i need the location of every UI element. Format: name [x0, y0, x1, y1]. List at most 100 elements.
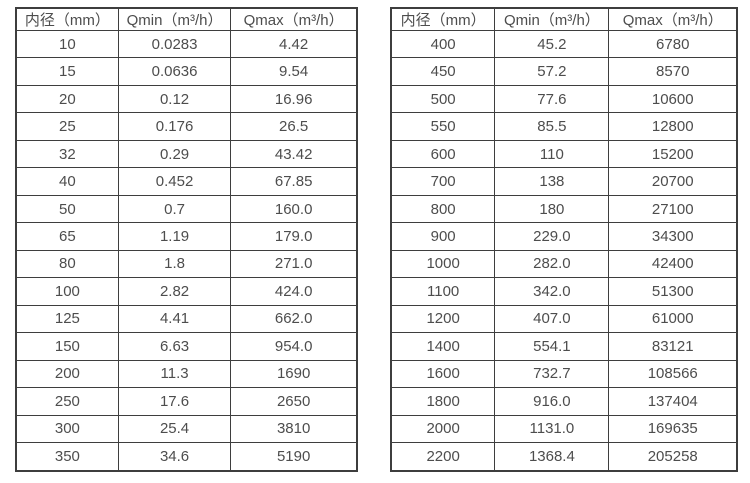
table-cell: 1.19	[117, 222, 232, 251]
table-cell: 42400	[608, 249, 738, 279]
table-row: 1000 282.0 42400	[390, 249, 738, 279]
column-header-qmin: Qmin（m³/h）	[117, 7, 232, 31]
table-cell: 916.0	[494, 387, 610, 416]
table-cell: 2000	[390, 414, 496, 444]
table-cell: 250	[15, 387, 119, 416]
table-row: 20 0.12 16.96	[15, 84, 358, 114]
table-cell: 43.42	[230, 139, 358, 169]
table-cell: 180	[494, 194, 610, 224]
table-cell: 800	[390, 194, 496, 224]
table-row: 2000 1131.0 169635	[390, 414, 738, 444]
table-row: 1200 407.0 61000	[390, 304, 738, 334]
table-cell: 1690	[230, 359, 358, 389]
table-row: 2200 1368.4 205258	[390, 442, 738, 472]
table-cell: 500	[390, 84, 496, 114]
table-cell: 20	[15, 84, 119, 114]
table-cell: 1200	[390, 304, 496, 334]
column-header-qmax: Qmax（m³/h）	[608, 7, 738, 31]
table-cell: 342.0	[494, 277, 610, 306]
table-cell: 424.0	[230, 277, 358, 306]
table-cell: 34.6	[117, 442, 232, 472]
table-cell: 15200	[608, 139, 738, 169]
table-cell: 662.0	[230, 304, 358, 334]
table-row: 65 1.19 179.0	[15, 222, 358, 251]
table-cell: 1800	[390, 387, 496, 416]
table-cell: 100	[15, 277, 119, 306]
table-row: 450 57.2 8570	[390, 57, 738, 86]
table-cell: 550	[390, 112, 496, 141]
table-cell: 12800	[608, 112, 738, 141]
table-cell: 51300	[608, 277, 738, 306]
table-cell: 0.7	[117, 194, 232, 224]
table-cell: 1131.0	[494, 414, 610, 444]
table-row: 125 4.41 662.0	[15, 304, 358, 334]
table-row: 900 229.0 34300	[390, 222, 738, 251]
table-cell: 150	[15, 332, 119, 361]
table-cell: 1100	[390, 277, 496, 306]
table-cell: 179.0	[230, 222, 358, 251]
table-cell: 0.176	[117, 112, 232, 141]
table-row: 350 34.6 5190	[15, 442, 358, 472]
table-cell: 125	[15, 304, 119, 334]
table-cell: 50	[15, 194, 119, 224]
table-row: 200 11.3 1690	[15, 359, 358, 389]
table-body: 10 0.0283 4.42 15 0.0636 9.54 20 0.12 16.96 25 0.1…	[15, 29, 358, 472]
table-cell: 400	[390, 29, 496, 59]
table-cell: 200	[15, 359, 119, 389]
table-cell: 34300	[608, 222, 738, 251]
table-row: 32 0.29 43.42	[15, 139, 358, 169]
table-header: 内径（mm） Qmin（m³/h） Qmax（m³/h）	[390, 7, 738, 31]
column-header-diameter: 内径（mm）	[390, 7, 496, 31]
table-cell: 271.0	[230, 249, 358, 279]
table-cell: 137404	[608, 387, 738, 416]
table-row: 1600 732.7 108566	[390, 359, 738, 389]
table-cell: 26.5	[230, 112, 358, 141]
table-row: 80 1.8 271.0	[15, 249, 358, 279]
table-row: 25 0.176 26.5	[15, 112, 358, 141]
table-cell: 15	[15, 57, 119, 86]
table-cell: 5190	[230, 442, 358, 472]
table-cell: 32	[15, 139, 119, 169]
table-cell: 17.6	[117, 387, 232, 416]
table-row: 250 17.6 2650	[15, 387, 358, 416]
table-row: 550 85.5 12800	[390, 112, 738, 141]
table-row: 700 138 20700	[390, 167, 738, 196]
table-cell: 554.1	[494, 332, 610, 361]
table-cell: 83121	[608, 332, 738, 361]
table-cell: 450	[390, 57, 496, 86]
table-cell: 61000	[608, 304, 738, 334]
table-row: 400 45.2 6780	[390, 29, 738, 59]
table-cell: 0.452	[117, 167, 232, 196]
table-cell: 65	[15, 222, 119, 251]
table-cell: 10	[15, 29, 119, 59]
table-cell: 732.7	[494, 359, 610, 389]
table-row: 150 6.63 954.0	[15, 332, 358, 361]
flow-rate-table-left: 内径（mm） Qmin（m³/h） Qmax（m³/h） 10 0.0283 4.4…	[15, 7, 358, 472]
table-row: 10 0.0283 4.42	[15, 29, 358, 59]
table-cell: 4.41	[117, 304, 232, 334]
table-cell: 4.42	[230, 29, 358, 59]
table-cell: 3810	[230, 414, 358, 444]
table-cell: 67.85	[230, 167, 358, 196]
table-cell: 2650	[230, 387, 358, 416]
table-row: 300 25.4 3810	[15, 414, 358, 444]
table-row: 1400 554.1 83121	[390, 332, 738, 361]
table-cell: 10600	[608, 84, 738, 114]
table-cell: 45.2	[494, 29, 610, 59]
table-cell: 1600	[390, 359, 496, 389]
table-cell: 229.0	[494, 222, 610, 251]
table-cell: 8570	[608, 57, 738, 86]
table-cell: 0.12	[117, 84, 232, 114]
table-cell: 25	[15, 112, 119, 141]
table-cell: 954.0	[230, 332, 358, 361]
table-cell: 6.63	[117, 332, 232, 361]
table-cell: 2.82	[117, 277, 232, 306]
table-cell: 350	[15, 442, 119, 472]
table-cell: 1368.4	[494, 442, 610, 472]
table-cell: 9.54	[230, 57, 358, 86]
column-header-diameter: 内径（mm）	[15, 7, 119, 31]
table-row: 100 2.82 424.0	[15, 277, 358, 306]
table-row: 500 77.6 10600	[390, 84, 738, 114]
table-cell: 0.0636	[117, 57, 232, 86]
table-cell: 6780	[608, 29, 738, 59]
